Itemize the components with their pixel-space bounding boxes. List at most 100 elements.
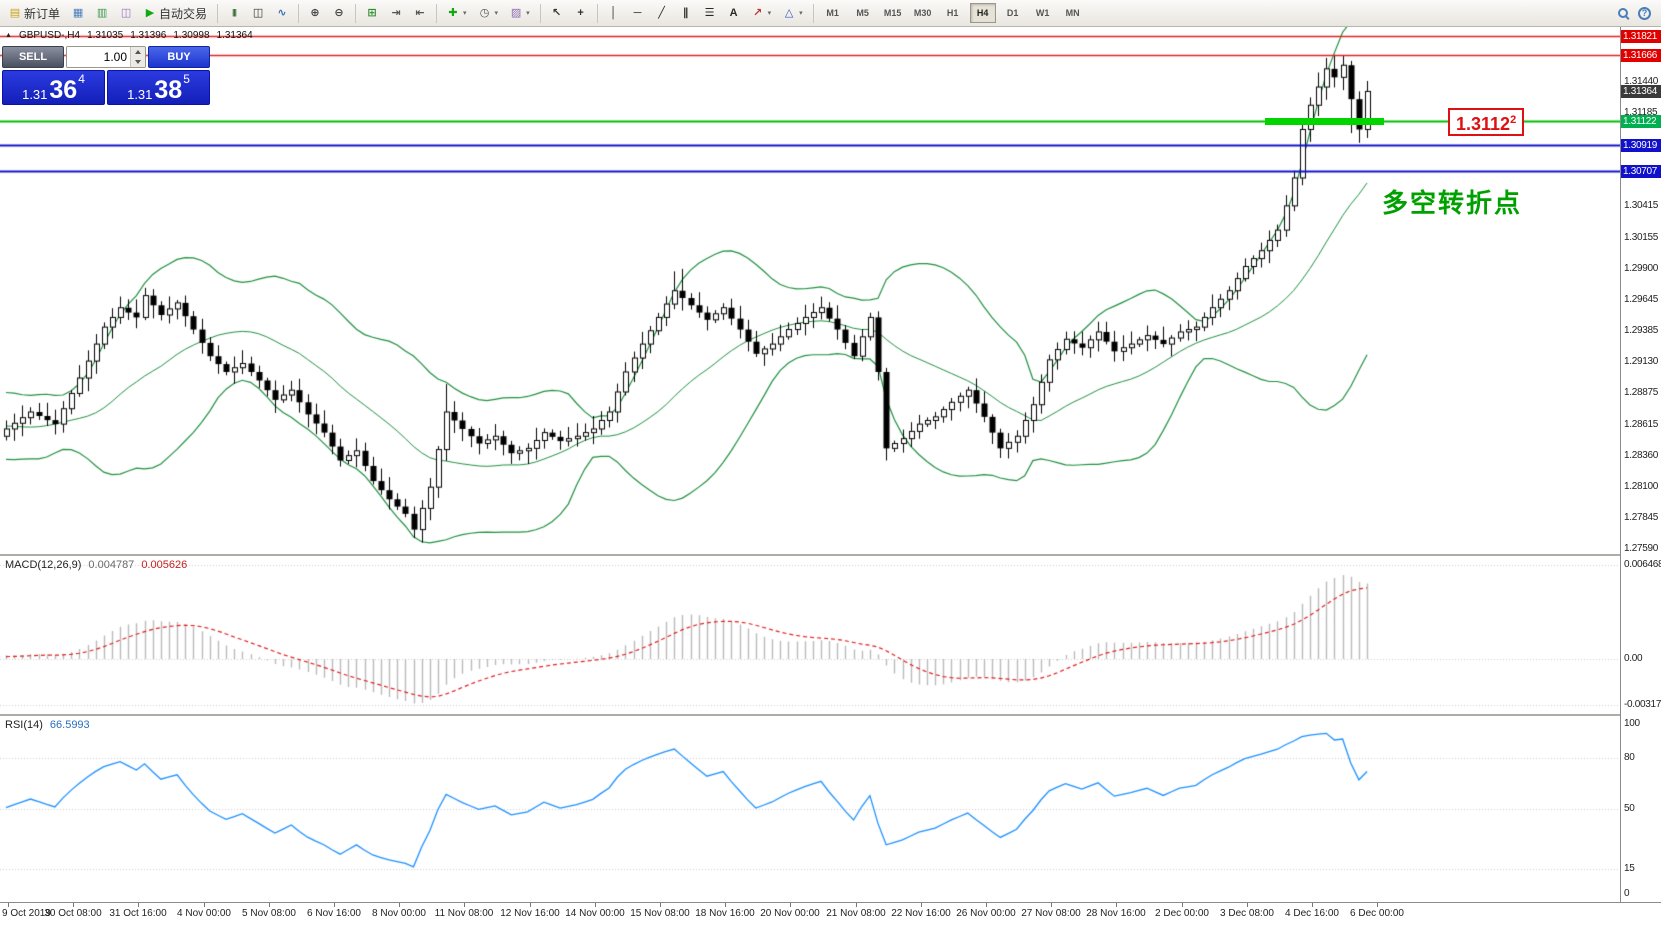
- rsi-panel[interactable]: RSI(14) 66.5993: [0, 714, 1620, 902]
- time-tick: [1051, 903, 1052, 907]
- time-label: 3 Dec 08:00: [1220, 908, 1274, 919]
- fibonacci-icon: ☰: [704, 6, 715, 19]
- auto-scroll-button[interactable]: ⇥: [385, 2, 407, 25]
- symbol-name: GBPUSD-,H4: [18, 30, 81, 41]
- timeframe-MN[interactable]: MN: [1065, 8, 1080, 18]
- time-label: 11 Nov 08:00: [434, 908, 494, 919]
- timeframe-M30[interactable]: M30: [913, 8, 932, 18]
- lot-size-input[interactable]: [67, 47, 130, 67]
- help-button[interactable]: ?: [1638, 6, 1651, 20]
- timeframe-M15[interactable]: M15: [883, 8, 902, 18]
- text-icon: A: [729, 6, 738, 19]
- sell-price-button[interactable]: 1.31 36 4: [2, 70, 105, 105]
- timeframe-H4[interactable]: H4: [969, 3, 996, 23]
- templates-button[interactable]: ▨ ▾: [505, 2, 535, 25]
- new-order-button[interactable]: ▤ 新订单: [4, 2, 65, 25]
- time-label: 26 Nov 00:00: [956, 908, 1016, 919]
- channel-button[interactable]: ∥: [675, 2, 697, 25]
- time-label: 8 Nov 00:00: [372, 908, 426, 919]
- crosshair-button[interactable]: +: [570, 2, 592, 25]
- trade-controls-row: SELL BUY: [2, 46, 210, 68]
- zoom-out-button[interactable]: ⊖: [328, 2, 350, 25]
- time-axis[interactable]: 9 Oct 2019 30 Oct 08:00 31 Oct 16:00 4 Nov …: [0, 902, 1661, 925]
- macd-canvas[interactable]: [0, 556, 1620, 714]
- rsi-scale-label: 50: [1624, 803, 1635, 814]
- shapes-icon: △: [784, 6, 794, 19]
- search-icon[interactable]: [1617, 7, 1630, 20]
- price-scale[interactable]: 1.31440 1.31185 1.30415 1.30155 1.29900 1.296…: [1620, 27, 1661, 902]
- time-label: 6 Nov 16:00: [307, 908, 361, 919]
- price-tag: 1.31666: [1621, 48, 1661, 62]
- lot-increase-button[interactable]: [131, 47, 145, 57]
- fibonacci-button[interactable]: ☰: [699, 2, 721, 25]
- timeframe-H1[interactable]: H1: [946, 8, 959, 18]
- price-chart[interactable]: ▲ GBPUSD-,H4 1.31035 1.31396 1.30998 1.3…: [0, 27, 1620, 554]
- price-tag: 1.31122: [1621, 114, 1661, 128]
- auto-trading-button[interactable]: ▶ 自动交易: [139, 2, 212, 25]
- time-tick: [334, 903, 335, 907]
- time-label: 31 Oct 16:00: [109, 908, 167, 919]
- support-zone-highlight[interactable]: [1265, 117, 1384, 125]
- lot-decrease-button[interactable]: [131, 57, 145, 67]
- pivot-annotation[interactable]: 多空转折点: [1382, 188, 1523, 218]
- rsi-label: RSI(14): [5, 719, 43, 731]
- sell-button[interactable]: SELL: [2, 46, 64, 68]
- text-button[interactable]: A: [723, 2, 745, 25]
- main-toolbar: ▤ 新订单 ▦ ▥ ◫ ▶ 自动交易 ||| ◫ ∿ ⊕ ⊖ ⊞ ⇥ ⇤ ✚ ▾ ◷ ▾ ▨ ▾ ↖ + │ ─ ╱ ∥ ☰ A ↗ ▾ △ ▾…: [0, 0, 1661, 27]
- line-chart-button[interactable]: ∿: [271, 2, 293, 25]
- symbol-marker-icon: ▲: [5, 32, 12, 39]
- timeframe-M5[interactable]: M5: [856, 8, 869, 18]
- time-tick: [1247, 903, 1248, 907]
- time-label: 22 Nov 16:00: [891, 908, 951, 919]
- line-chart-icon: ∿: [277, 6, 287, 19]
- channel-icon: ∥: [682, 6, 689, 19]
- price-tick-label: 1.31440: [1624, 76, 1659, 88]
- time-label: 9 Oct 2019: [2, 908, 51, 919]
- time-label: 21 Nov 08:00: [826, 908, 886, 919]
- horizontal-line-button[interactable]: ─: [627, 2, 649, 25]
- candlestick-chart-button[interactable]: ◫: [247, 2, 269, 25]
- chart-profiles-button[interactable]: ▦: [67, 2, 89, 25]
- timeframe-D1[interactable]: D1: [1006, 8, 1019, 18]
- navigator-button[interactable]: ◫: [115, 2, 137, 25]
- buy-price-button[interactable]: 1.31 38 5: [107, 70, 210, 105]
- price-tag: 1.30919: [1621, 139, 1661, 153]
- indicators-button[interactable]: ✚ ▾: [442, 2, 472, 25]
- ohlc-open: 1.31035: [87, 30, 124, 41]
- rsi-scale-label: 100: [1624, 718, 1640, 729]
- one-click-trading-panel: SELL BUY 1.31 36 4 1.31: [2, 46, 210, 105]
- trendline-button[interactable]: ╱: [651, 2, 673, 25]
- vertical-line-button[interactable]: │: [603, 2, 625, 25]
- time-tick: [530, 903, 531, 907]
- periods-button[interactable]: ◷ ▾: [474, 2, 504, 25]
- candlestick-canvas[interactable]: [0, 27, 1620, 554]
- time-tick: [204, 903, 205, 907]
- zoom-in-button[interactable]: ⊕: [304, 2, 326, 25]
- macd-panel[interactable]: MACD(12,26,9) 0.004787 0.005626: [0, 554, 1620, 714]
- bar-chart-icon: |||: [232, 8, 237, 17]
- rsi-canvas[interactable]: [0, 716, 1620, 902]
- macd-scale-label: 0.00: [1624, 652, 1643, 664]
- timeframe-W1[interactable]: W1: [1035, 8, 1050, 18]
- auto-trading-icon: ▶: [145, 6, 155, 19]
- price-tick-label: 1.29130: [1624, 356, 1659, 368]
- price-tick-label: 1.29645: [1624, 293, 1659, 305]
- bar-chart-button[interactable]: |||: [223, 2, 245, 25]
- timeframe-M1[interactable]: M1: [826, 8, 839, 18]
- lot-size-field: [66, 46, 146, 68]
- indicators-icon: ✚: [448, 6, 458, 19]
- price-level-label[interactable]: 1.31122: [1448, 108, 1525, 136]
- toolbar-separator: [596, 3, 598, 23]
- time-tick: [464, 903, 465, 907]
- chart-shift-button[interactable]: ⇤: [409, 2, 431, 25]
- tile-windows-button[interactable]: ⊞: [361, 2, 383, 25]
- arrows-button[interactable]: ↗ ▾: [747, 2, 777, 25]
- macd-scale-label: 0.006468: [1624, 559, 1661, 570]
- buy-button[interactable]: BUY: [148, 46, 210, 68]
- cursor-button[interactable]: ↖: [546, 2, 568, 25]
- market-watch-button[interactable]: ▥: [91, 2, 113, 25]
- tile-windows-icon: ⊞: [367, 6, 377, 19]
- shapes-button[interactable]: △ ▾: [778, 2, 808, 25]
- time-label: 30 Oct 08:00: [44, 908, 102, 919]
